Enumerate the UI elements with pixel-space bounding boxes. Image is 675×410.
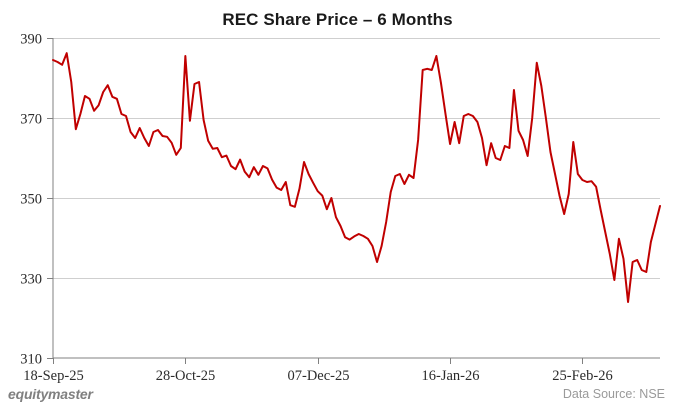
y-axis-tick-labels: 310 330 350 370 390 (20, 32, 42, 368)
x-axis-tick-labels: 18-Sep-25 28-Oct-25 07-Dec-25 16-Jan-26 25-F… (23, 368, 612, 384)
y-tick-label: 370 (20, 112, 42, 128)
x-tick-label: 25-Feb-26 (552, 368, 612, 384)
x-tick-label: 07-Dec-25 (287, 368, 349, 384)
axis-ticks-group (47, 37, 584, 364)
price-series-line (52, 52, 661, 303)
x-tick-label: 28-Oct-25 (156, 368, 216, 384)
x-tick-label: 16-Jan-26 (422, 368, 480, 384)
y-tick-label: 390 (20, 32, 42, 48)
y-tick-label: 350 (20, 192, 42, 208)
x-tick-label: 18-Sep-25 (23, 368, 83, 384)
data-source-label: Data Source: NSE (562, 387, 665, 401)
gridlines-group (53, 38, 660, 279)
y-tick-label: 330 (20, 272, 42, 288)
chart-title: REC Share Price – 6 Months (222, 10, 453, 29)
y-tick-label: 310 (20, 352, 42, 368)
equitymaster-logo: equitymaster (8, 386, 93, 402)
